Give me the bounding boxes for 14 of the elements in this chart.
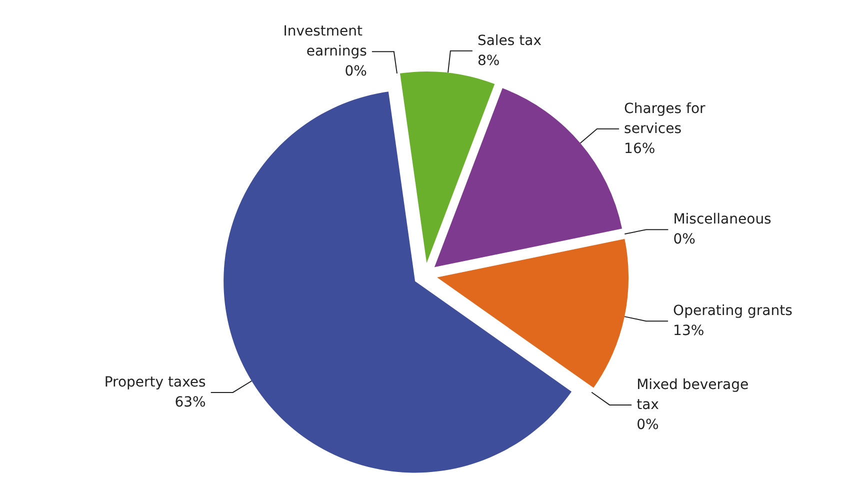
text: 0% (344, 64, 367, 80)
slice-label: Property taxes (104, 374, 206, 390)
data-label: 8% (477, 52, 500, 69)
legend-label: Mixed beverage tax (636, 376, 754, 413)
slice-label: Sales tax (477, 32, 542, 49)
data-label: 63% (174, 394, 206, 410)
category-label: Miscellaneous (673, 212, 772, 228)
data-label: 16% (624, 140, 656, 157)
slice-label: Operating grants (673, 303, 792, 320)
text: 0% (636, 416, 659, 433)
slice-label: Charges for services (624, 100, 710, 137)
category-label: Investment earnings (283, 24, 367, 60)
text: 0% (673, 232, 696, 248)
data-label: 13% (673, 323, 704, 340)
